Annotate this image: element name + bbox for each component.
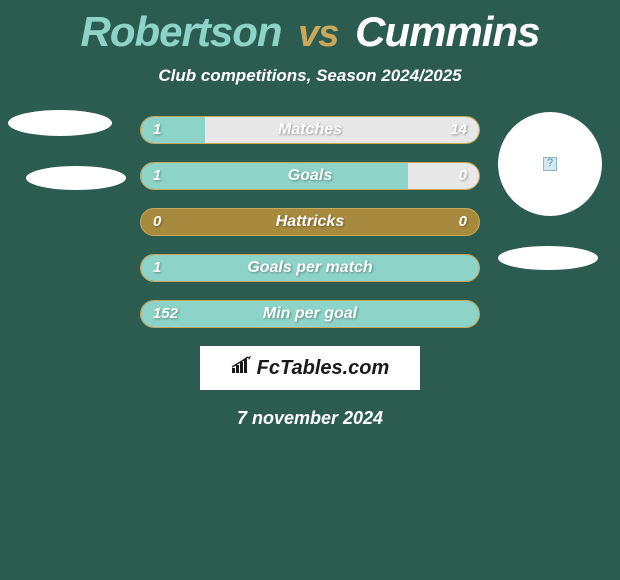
stat-row: 1Goals per match bbox=[140, 254, 480, 282]
avatar-shape-body bbox=[498, 246, 598, 270]
stat-value-player1: 1 bbox=[153, 163, 161, 189]
brand-text: FcTables.com bbox=[257, 357, 390, 380]
vs-separator: vs bbox=[298, 13, 338, 55]
stat-value-player1: 152 bbox=[153, 301, 178, 327]
avatar-shape-head bbox=[8, 110, 112, 136]
avatar-shape-head bbox=[498, 112, 602, 216]
brand-logo: FcTables.com bbox=[231, 356, 390, 380]
avatar-shape-body bbox=[26, 166, 126, 190]
stat-value-player1: 0 bbox=[153, 209, 161, 235]
player1-name: Robertson bbox=[81, 8, 282, 55]
snapshot-date: 7 november 2024 bbox=[0, 408, 620, 429]
stat-label: Hattricks bbox=[141, 209, 479, 235]
stat-value-player2: 0 bbox=[459, 209, 467, 235]
stats-bars: 114Matches10Goals00Hattricks1Goals per m… bbox=[140, 116, 480, 328]
stat-label: Min per goal bbox=[141, 301, 479, 327]
stat-label: Goals per match bbox=[141, 255, 479, 281]
comparison-title: Robertson vs Cummins bbox=[0, 0, 620, 56]
barchart-icon bbox=[231, 356, 253, 380]
stat-label: Matches bbox=[141, 117, 479, 143]
missing-image-icon bbox=[543, 157, 557, 171]
player2-avatar bbox=[498, 112, 602, 270]
stat-value-player2: 0 bbox=[459, 163, 467, 189]
player2-name: Cummins bbox=[355, 8, 539, 55]
player1-avatar bbox=[8, 110, 126, 190]
stat-value-player1: 1 bbox=[153, 255, 161, 281]
stat-row: 152Min per goal bbox=[140, 300, 480, 328]
stat-label: Goals bbox=[141, 163, 479, 189]
stat-row: 1 14Matches bbox=[140, 116, 480, 144]
subtitle: Club competitions, Season 2024/2025 bbox=[0, 66, 620, 86]
stat-row: 0 0Hattricks bbox=[140, 208, 480, 236]
stat-value-player2: 14 bbox=[450, 117, 467, 143]
brand-logo-box: FcTables.com bbox=[200, 346, 420, 390]
stat-row: 1 0Goals bbox=[140, 162, 480, 190]
stat-value-player1: 1 bbox=[153, 117, 161, 143]
